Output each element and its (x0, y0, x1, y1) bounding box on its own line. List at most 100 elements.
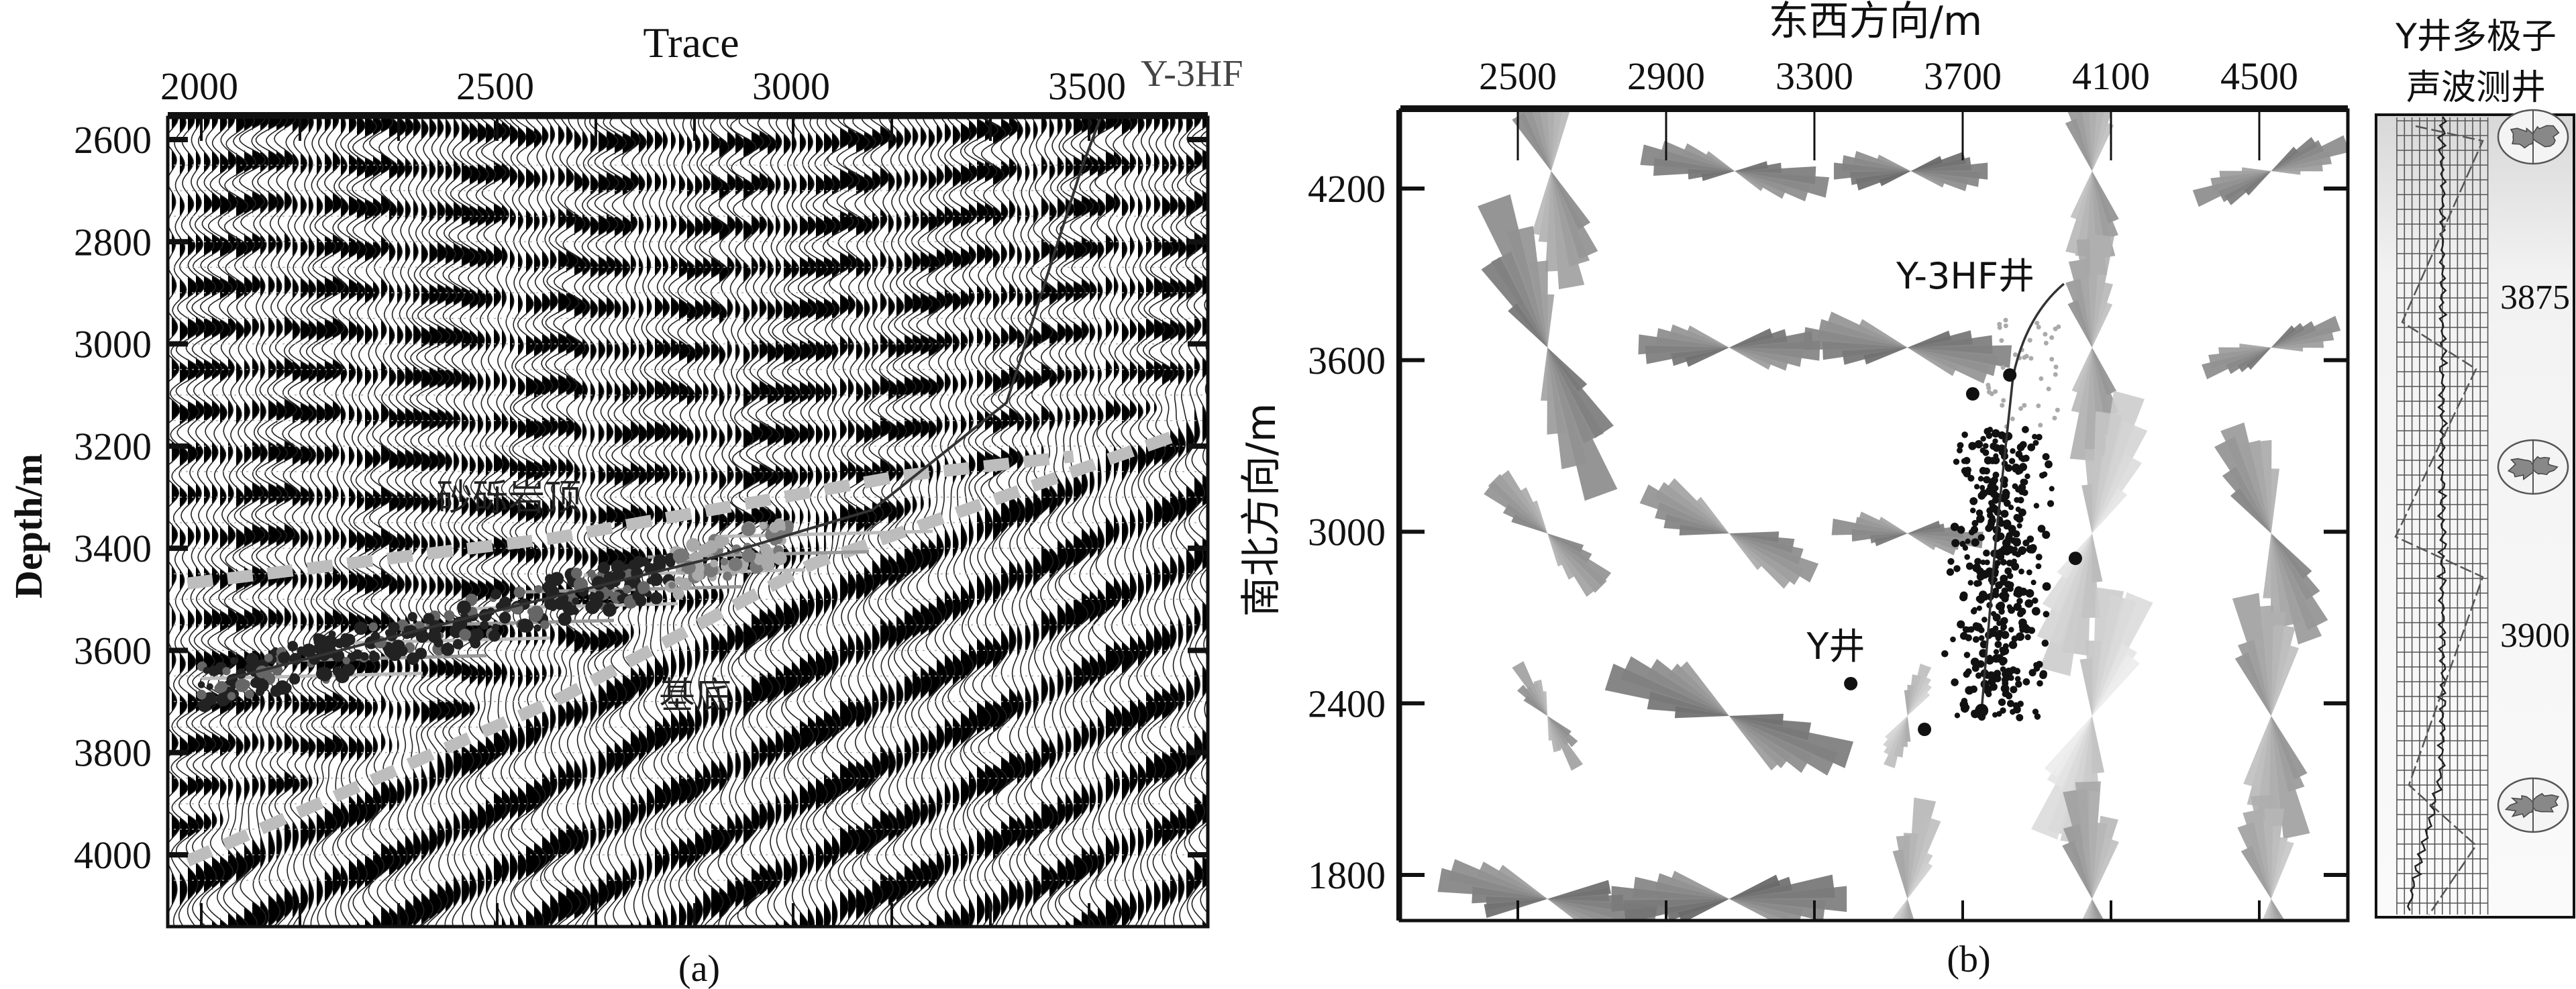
rose-petal (1907, 520, 1941, 534)
microseismic-event (427, 629, 442, 643)
microseismic-event (2022, 355, 2027, 360)
dipole-sonic-log-panel: Y井多极子 声波测井 3875 3900 (2375, 17, 2575, 919)
rose-petal (2271, 716, 2308, 780)
microseismic-event (1963, 704, 1970, 711)
microseismic-event (1987, 427, 1994, 433)
microseismic-event (2015, 486, 2022, 493)
rose-petal (1729, 876, 1793, 899)
microseismic-event (513, 586, 525, 598)
rose-diagram (1831, 511, 1983, 556)
microseismic-event (2036, 403, 2041, 409)
sonic-curve (2407, 116, 2449, 911)
rose-petal (1547, 716, 1572, 745)
rose-petal (2262, 898, 2271, 921)
microseismic-event (1993, 649, 2000, 655)
depth-label-3875: 3875 (2500, 278, 2570, 317)
microseismic-event (490, 591, 498, 599)
microseismic-event (1972, 563, 1981, 572)
microseismic-event (2012, 546, 2018, 552)
y-axis-title: Depth/m (7, 454, 50, 598)
microseismic-event (2013, 603, 2022, 611)
microseismic-event (2031, 607, 2041, 616)
microseismic-event (2025, 588, 2034, 598)
microseismic-event (1998, 592, 2006, 600)
microseismic-event (1996, 711, 2002, 717)
fracture-rose-diagrams (1437, 110, 2348, 921)
microseismic-event (2000, 666, 2006, 672)
y-tick-label: 3000 (1308, 511, 1386, 554)
x-tick-label: 3300 (1775, 54, 1853, 98)
y-tick-label: 4200 (1308, 167, 1386, 211)
log-track (2375, 109, 2575, 919)
microseismic-event (2004, 537, 2011, 544)
microseismic-event (2000, 574, 2008, 583)
rose-petal (1678, 898, 1729, 921)
rose-petal (2271, 326, 2334, 348)
rose-petal (2092, 837, 2119, 899)
rose-petal (1907, 533, 1937, 550)
rose-petal (1512, 112, 1551, 171)
microseismic-event (1963, 670, 1970, 678)
rose-diagram (2232, 592, 2310, 839)
rose-petal (1525, 110, 1551, 171)
microseismic-event (1963, 652, 1971, 658)
rose-petal (1686, 325, 1729, 348)
rose-petal (2218, 347, 2271, 359)
rose-petal (1693, 497, 1729, 534)
microseismic-event (1964, 466, 1971, 474)
microseismic-event (741, 522, 756, 537)
microseismic-event (1986, 385, 1992, 391)
y-tick-label: 3200 (74, 425, 152, 468)
rose-petal (1547, 716, 1578, 747)
microseismic-event (1983, 476, 1991, 484)
rose-petal (1531, 170, 1551, 237)
rose-petal (2271, 898, 2281, 921)
rose-petal (2220, 422, 2271, 534)
microseismic-event (1975, 580, 1982, 586)
caption-b: (b) (1947, 939, 1990, 980)
microseismic-event (241, 680, 250, 689)
microseismic-event (415, 629, 429, 643)
microseismic-events (1844, 282, 2082, 737)
rose-petal (2092, 170, 2119, 224)
y-tick-label: 2600 (74, 118, 152, 162)
microseismic-event (2032, 597, 2039, 604)
microseismic-event (244, 689, 254, 699)
microseismic-event (1983, 688, 1991, 694)
microseismic-event (1957, 620, 1965, 629)
x-tick-label: 2500 (1479, 54, 1557, 98)
microseismic-event (391, 641, 403, 654)
rose-petal (2271, 323, 2306, 348)
y-tick-label: 2800 (74, 220, 152, 264)
microseismic-event (2015, 507, 2021, 513)
microseismic-event (1984, 559, 1990, 566)
seismic-section-panel: 2000 2500 3000 3500 2600 2800 3000 3200 3400 3600… (7, 19, 1243, 989)
large-event (2068, 552, 2082, 566)
depth-label-3900: 3900 (2500, 617, 2570, 655)
rose-petal (2271, 533, 2302, 627)
microseismic-event (1992, 497, 2000, 504)
microseismic-event (332, 666, 343, 677)
microseismic-event (2022, 678, 2030, 686)
microseismic-event (759, 521, 768, 530)
microseismic-event (2033, 503, 2040, 509)
rose-petal (2271, 168, 2301, 175)
microseismic-event (2003, 523, 2010, 530)
microseismic-event (715, 537, 726, 549)
microseismic-event (1993, 453, 1999, 459)
rose-petal (2067, 299, 2092, 348)
rose-petal (1547, 898, 1616, 921)
rose-petal (1524, 686, 1548, 717)
x-tick-label: 3000 (752, 64, 830, 108)
microseismic-event (1983, 467, 1990, 475)
microseismic-event (1995, 635, 2002, 641)
rose-petal (1512, 661, 1548, 717)
microseismic-event (2012, 463, 2020, 472)
microseismic-event (2027, 337, 2032, 343)
microseismic-event (1951, 539, 1960, 548)
rose-petal (2271, 315, 2341, 348)
rose-petal (1907, 690, 1930, 717)
microseismic-event (1972, 635, 1979, 643)
microseismic-event (1961, 431, 1968, 438)
rose-diagram (1803, 311, 2012, 384)
